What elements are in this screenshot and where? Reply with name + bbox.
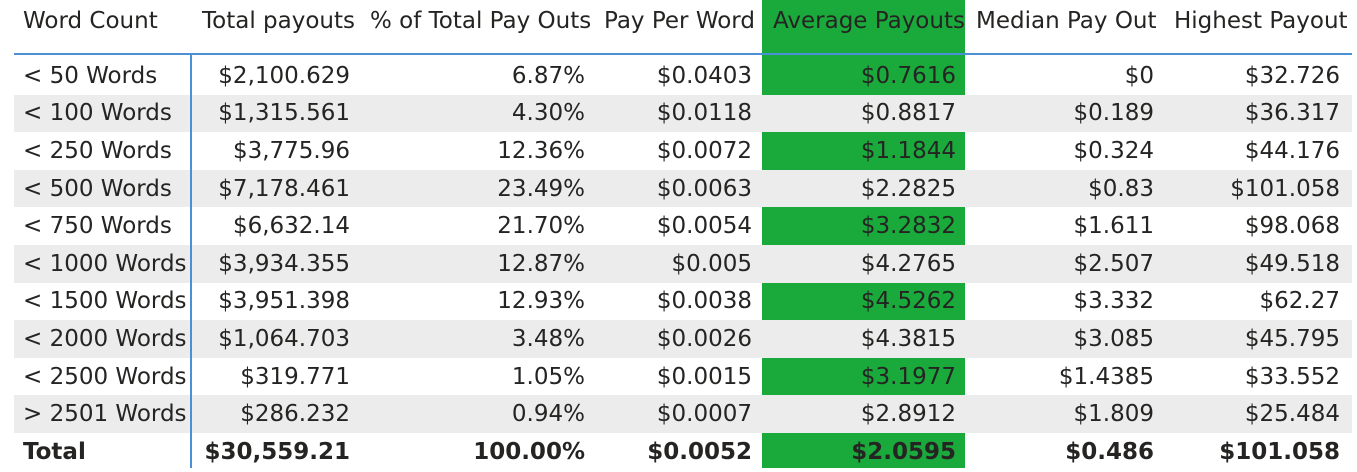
table-cell: 1.05% <box>511 363 585 390</box>
table-cell: $0.83 <box>1088 175 1154 202</box>
table-cell: $0.7616 <box>860 62 956 89</box>
table-cell: $0.324 <box>1073 137 1154 164</box>
table-header-row: Word Count Total payouts % of Total Pay Ou… <box>14 0 1352 42</box>
row-label: < 50 Words <box>23 62 158 89</box>
table-cell: $4.5262 <box>860 288 956 315</box>
table-cell: $49.518 <box>1244 250 1340 277</box>
row-label: < 1000 Words <box>23 250 187 277</box>
table-cell: $44.176 <box>1244 137 1340 164</box>
column-header: Pay Per Word <box>604 8 755 34</box>
table-row: < 100 Words $1,315.561 4.30% $0.0118 $0.8817… <box>14 94 1352 133</box>
total-cell: $2.0595 <box>851 438 956 465</box>
row-label: > 2501 Words <box>23 401 187 428</box>
table-cell: $0.0063 <box>656 175 752 202</box>
row-label: < 2500 Words <box>23 363 187 390</box>
total-row: Total $30,559.21 100.00% $0.0052 $2.0595 $0.4… <box>14 433 1352 471</box>
table-cell: $1.1844 <box>860 137 956 164</box>
table-cell: $0.0015 <box>656 363 752 390</box>
table-cell: $32.726 <box>1244 62 1340 89</box>
table-cell: $3,775.96 <box>232 137 350 164</box>
table-cell: $98.068 <box>1244 213 1340 240</box>
table-cell: 4.30% <box>511 100 585 127</box>
table-cell: $7,178.461 <box>218 175 350 202</box>
table-cell: $25.484 <box>1244 401 1340 428</box>
table-cell: 12.87% <box>497 250 585 277</box>
table-row: < 1000 Words $3,934.355 12.87% $0.005 $4.276… <box>14 245 1352 283</box>
table-cell: $45.795 <box>1244 325 1340 352</box>
row-label: < 1500 Words <box>23 288 187 315</box>
total-cell: $0.0052 <box>647 438 752 465</box>
table-row: > 2501 Words $286.232 0.94% $0.0007 $2.8912 $… <box>14 395 1352 433</box>
table-row: < 2000 Words $1,064.703 3.48% $0.0026 $4.381… <box>14 320 1352 358</box>
table-cell: $3.2832 <box>860 213 956 240</box>
table-cell: $286.232 <box>240 401 350 428</box>
table-cell: $6,632.14 <box>232 213 350 240</box>
table-cell: $0.005 <box>671 250 752 277</box>
table-cell: $101.058 <box>1230 175 1340 202</box>
table-cell: $3.1977 <box>860 363 956 390</box>
table-cell: $4.3815 <box>860 325 956 352</box>
table-cell: 23.49% <box>497 175 585 202</box>
row-label: < 100 Words <box>23 100 172 127</box>
column-header: Word Count <box>23 8 158 34</box>
table-cell: 6.87% <box>511 62 585 89</box>
row-label: < 500 Words <box>23 175 172 202</box>
first-column-divider <box>190 55 192 468</box>
total-cell: $101.058 <box>1219 438 1340 465</box>
table-cell: $0.0038 <box>656 288 752 315</box>
table-cell: $2.2825 <box>860 175 956 202</box>
total-cell: $30,559.21 <box>204 438 350 465</box>
table-cell: $36.317 <box>1244 100 1340 127</box>
table-cell: $0.0118 <box>656 100 752 127</box>
table-cell: 21.70% <box>497 213 585 240</box>
row-label: < 2000 Words <box>23 325 187 352</box>
table-cell: $2,100.629 <box>218 62 350 89</box>
column-header: Median Pay Out <box>976 8 1157 34</box>
table-cell: $3.085 <box>1073 325 1154 352</box>
table-cell: $3,934.355 <box>218 250 350 277</box>
table-cell: $1.809 <box>1073 401 1154 428</box>
table-row: < 50 Words $2,100.629 6.87% $0.0403 $0.7616 $… <box>14 57 1352 95</box>
table-cell: $0.0403 <box>656 62 752 89</box>
table-cell: $2.8912 <box>860 401 956 428</box>
table-cell: $1,064.703 <box>218 325 350 352</box>
table-cell: 3.48% <box>511 325 585 352</box>
table-cell: 12.36% <box>497 137 585 164</box>
table-cell: $62.27 <box>1259 288 1340 315</box>
row-label: < 750 Words <box>23 213 172 240</box>
table-cell: $1.4385 <box>1058 363 1154 390</box>
table-cell: $1.611 <box>1073 213 1154 240</box>
total-label: Total <box>23 438 86 465</box>
total-cell: $0.486 <box>1065 438 1154 465</box>
table-cell: 12.93% <box>497 288 585 315</box>
table-row: < 2500 Words $319.771 1.05% $0.0015 $3.1977 $… <box>14 358 1352 396</box>
header-divider <box>14 53 1352 55</box>
table-cell: $0.0054 <box>656 213 752 240</box>
table-cell: $33.552 <box>1244 363 1340 390</box>
table-cell: $0.8817 <box>860 100 956 127</box>
table-cell: $2.507 <box>1073 250 1154 277</box>
table-cell: $0.0026 <box>656 325 752 352</box>
table-cell: $3,951.398 <box>218 288 350 315</box>
row-label: < 250 Words <box>23 137 172 164</box>
table-cell: 0.94% <box>511 401 585 428</box>
table-cell: $0.189 <box>1073 100 1154 127</box>
table-cell: $0.0007 <box>656 401 752 428</box>
table-row: < 1500 Words $3,951.398 12.93% $0.0038 $4.52… <box>14 283 1352 321</box>
column-header: Average Payouts <box>773 8 965 34</box>
table-row: < 500 Words $7,178.461 23.49% $0.0063 $2.282… <box>14 169 1352 208</box>
table-row: < 750 Words $6,632.14 21.70% $0.0054 $3.2832… <box>14 207 1352 245</box>
table-cell: $319.771 <box>240 363 350 390</box>
column-header: Highest Payout <box>1174 8 1348 34</box>
table-cell: $3.332 <box>1073 288 1154 315</box>
table-cell: $1,315.561 <box>218 100 350 127</box>
table-cell: $0.0072 <box>656 137 752 164</box>
table-row: < 250 Words $3,775.96 12.36% $0.0072 $1.1844… <box>14 132 1352 170</box>
table-cell: $0 <box>1124 62 1154 89</box>
table-cell: $4.2765 <box>860 250 956 277</box>
average-payouts-highlight <box>762 0 965 468</box>
column-header: Total payouts <box>202 8 355 34</box>
total-cell: 100.00% <box>473 438 585 465</box>
column-header: % of Total Pay Outs <box>370 8 592 34</box>
